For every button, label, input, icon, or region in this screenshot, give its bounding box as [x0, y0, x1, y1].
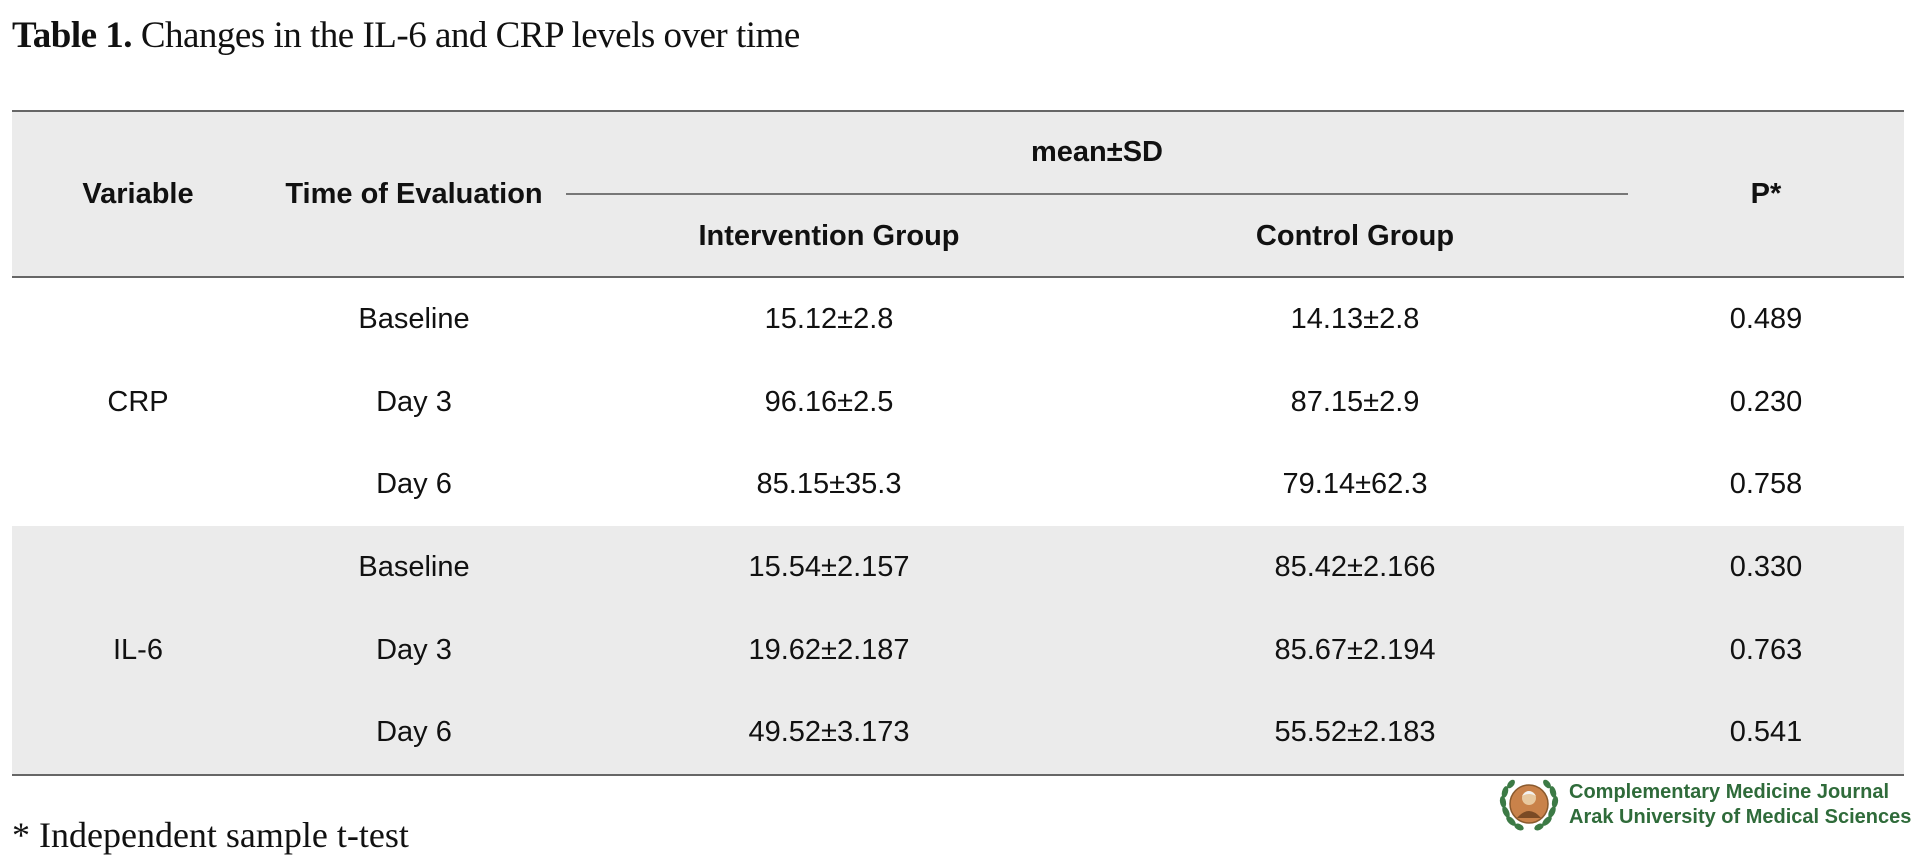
row-control-value: 79.14±62.3	[1282, 468, 1428, 500]
table-group-il6: IL-6 Baseline 15.54±2.157 85.42±2.166 0.…	[12, 526, 1904, 774]
row-control-value: 14.13±2.8	[1290, 303, 1420, 335]
table-caption: Table 1. Changes in the IL-6 and CRP lev…	[12, 14, 800, 57]
row-p-value: 0.763	[1729, 633, 1803, 666]
row-time: Baseline	[358, 551, 470, 583]
row-intervention-value: 15.54±2.157	[748, 551, 910, 583]
row-control-value: 85.42±2.166	[1274, 551, 1436, 583]
row-control-value: 55.52±2.183	[1274, 716, 1436, 748]
university-name: Arak University of Medical Sciences	[1569, 806, 1912, 828]
header-control-group: Control Group	[1255, 219, 1455, 252]
table-top-rule	[12, 110, 1904, 112]
row-p-value: 0.489	[1729, 303, 1803, 335]
row-p-value: 0.758	[1729, 468, 1803, 500]
table-bottom-rule	[12, 774, 1904, 776]
row-intervention-value: 19.62±2.187	[748, 633, 910, 666]
row-time: Day 6	[376, 716, 452, 748]
row-time: Baseline	[358, 303, 470, 335]
table-number: Table 1.	[12, 15, 133, 56]
row-p-value: 0.330	[1729, 551, 1803, 583]
row-control-value: 85.67±2.194	[1274, 633, 1436, 666]
journal-logo-text: Complementary Medicine Journal Arak Univ…	[1569, 780, 1911, 830]
row-control-value: 87.15±2.9	[1290, 385, 1420, 418]
row-time: Day 3	[376, 633, 452, 666]
laurel-portrait-emblem-icon	[1499, 779, 1559, 831]
header-span-rule	[566, 193, 1628, 195]
table-title: Changes in the IL-6 and CRP levels over …	[140, 15, 800, 56]
table-footnote: * Independent sample t-test	[12, 815, 409, 855]
journal-name: Complementary Medicine Journal	[1569, 781, 1890, 803]
header-variable: Variable	[82, 177, 194, 210]
row-time: Day 3	[376, 385, 452, 418]
header-p-value: P*	[1750, 177, 1782, 210]
header-bottom-rule	[12, 276, 1904, 278]
journal-logo: Complementary Medicine Journal Arak Univ…	[1497, 776, 1911, 836]
row-intervention-value: 15.12±2.8	[764, 303, 894, 335]
group-variable-label: IL-6	[113, 633, 163, 666]
header-time-of-evaluation: Time of Evaluation	[285, 177, 543, 210]
row-p-value: 0.541	[1729, 716, 1803, 748]
row-intervention-value: 96.16±2.5	[764, 385, 894, 418]
row-p-value: 0.230	[1729, 385, 1803, 418]
row-time: Day 6	[376, 468, 452, 500]
header-mean-sd: mean±SD	[1031, 135, 1163, 168]
row-intervention-value: 49.52±3.173	[748, 716, 910, 748]
row-intervention-value: 85.15±35.3	[756, 468, 902, 500]
table-header: Variable Time of Evaluation mean±SD Inte…	[12, 112, 1904, 276]
table-group-crp: CRP Baseline 15.12±2.8 14.13±2.8 0.489 D…	[12, 278, 1904, 526]
group-variable-label: CRP	[107, 385, 169, 418]
header-intervention-group: Intervention Group	[698, 219, 960, 252]
